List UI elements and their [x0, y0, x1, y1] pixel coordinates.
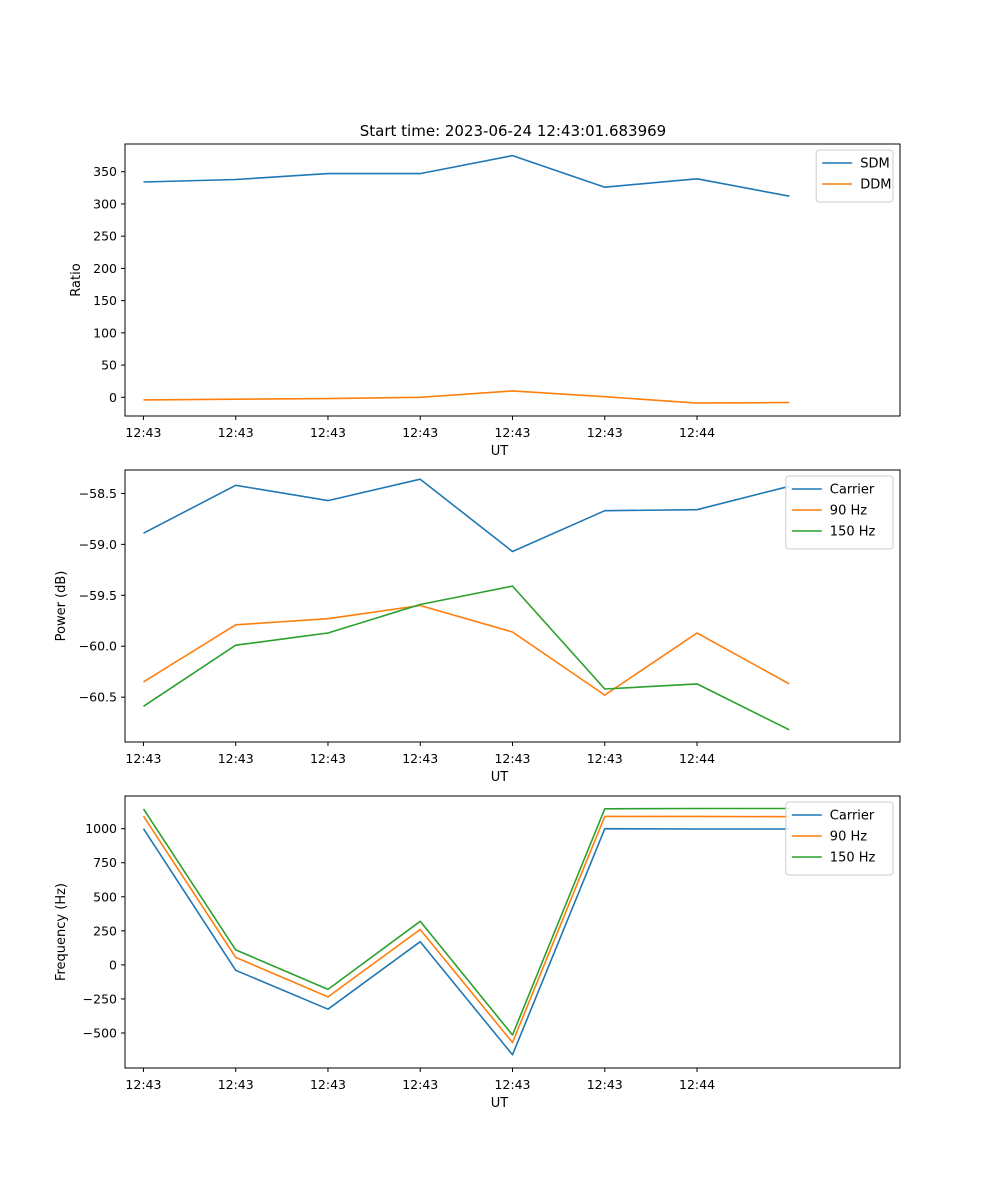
- series-line-sdm: [143, 154, 790, 197]
- x-tick-label: 12:43: [402, 425, 438, 440]
- legend: SDM DDM: [815, 149, 894, 203]
- series-line-150-hz: [143, 585, 790, 731]
- x-tick-label: 12:44: [679, 1077, 715, 1092]
- plot-frame: [124, 795, 901, 1069]
- series-line-90-hz: [142, 815, 790, 1044]
- x-tick-label: 12:43: [310, 425, 346, 440]
- legend: Carrier 90 Hz 150 Hz: [785, 475, 894, 550]
- y-axis-label: Power (dB): [54, 571, 69, 642]
- y-tick-label: −59.0: [79, 537, 117, 552]
- y-tick-label: 0: [109, 957, 117, 972]
- y-tick-label: −60.0: [79, 639, 117, 654]
- y-axis-label: Ratio: [69, 263, 84, 296]
- x-axis-label: UT: [491, 444, 509, 459]
- legend-label: Carrier: [830, 809, 875, 824]
- series-line-carrier: [142, 827, 790, 1056]
- legend-label: SDM: [860, 157, 889, 172]
- series-line-90-hz: [143, 604, 790, 696]
- y-tick-label: −60.5: [79, 690, 117, 705]
- x-tick-label: 12:43: [125, 751, 161, 766]
- y-tick-label: 350: [93, 164, 117, 179]
- legend-label: 90 Hz: [830, 830, 867, 845]
- legend: Carrier 90 Hz 150 Hz: [785, 801, 894, 876]
- chart-panel-2: 12:43 12:43 12:43 12:43 12:43 12:43 12:44 −60.5…: [54, 469, 901, 785]
- legend-label: DDM: [860, 178, 891, 193]
- x-tick-label: 12:43: [587, 425, 623, 440]
- x-tick-label: 12:43: [587, 751, 623, 766]
- y-tick-label: −250: [83, 991, 117, 1006]
- plot-frame: [124, 469, 901, 743]
- x-tick-label: 12:43: [310, 751, 346, 766]
- x-tick-label: 12:43: [310, 1077, 346, 1092]
- y-tick-label: 0: [109, 390, 117, 405]
- y-tick-label: 250: [93, 923, 117, 938]
- y-tick-label: 50: [101, 358, 117, 373]
- y-tick-label: 200: [93, 261, 117, 276]
- x-axis-label: UT: [491, 770, 509, 785]
- x-tick-label: 12:43: [494, 1077, 530, 1092]
- y-tick-label: 100: [93, 325, 117, 340]
- series-line-ddm: [143, 390, 790, 404]
- chart-panel-3: 12:43 12:43 12:43 12:43 12:43 12:43 12:44 −500 −…: [54, 795, 901, 1111]
- y-tick-label: 300: [93, 196, 117, 211]
- y-tick-label: 500: [93, 889, 117, 904]
- y-axis-label: Frequency (Hz): [54, 883, 69, 981]
- y-tick-label: 1000: [85, 821, 117, 836]
- y-tick-label: 150: [93, 293, 117, 308]
- x-tick-label: 12:43: [402, 751, 438, 766]
- legend-label: 150 Hz: [830, 851, 876, 866]
- x-tick-label: 12:44: [679, 751, 715, 766]
- x-tick-label: 12:44: [679, 425, 715, 440]
- y-tick-label: −58.5: [79, 486, 117, 501]
- series-line-carrier: [143, 478, 790, 553]
- x-tick-label: 12:43: [587, 1077, 623, 1092]
- x-axis-label: UT: [491, 1096, 509, 1111]
- x-tick-label: 12:43: [218, 425, 254, 440]
- chart-panel-1: 12:43 12:43 12:43 12:43 12:43 12:43 12:44 0 50 10…: [69, 143, 901, 459]
- plot-frame: [124, 143, 901, 417]
- x-tick-label: 12:43: [125, 425, 161, 440]
- x-tick-label: 12:43: [125, 1077, 161, 1092]
- y-tick-label: 750: [93, 855, 117, 870]
- legend-label: Carrier: [830, 483, 875, 498]
- legend-label: 90 Hz: [830, 504, 867, 519]
- x-tick-label: 12:43: [218, 751, 254, 766]
- series-line-150-hz: [142, 807, 790, 1036]
- x-tick-label: 12:43: [494, 751, 530, 766]
- x-tick-label: 12:43: [402, 1077, 438, 1092]
- figure-title: Start time: 2023-06-24 12:43:01.683969: [360, 122, 666, 140]
- legend-label: 150 Hz: [830, 525, 876, 540]
- x-tick-label: 12:43: [218, 1077, 254, 1092]
- x-tick-label: 12:43: [494, 425, 530, 440]
- y-tick-label: −500: [83, 1025, 117, 1040]
- y-tick-label: −59.5: [79, 588, 117, 603]
- y-tick-label: 250: [93, 229, 117, 244]
